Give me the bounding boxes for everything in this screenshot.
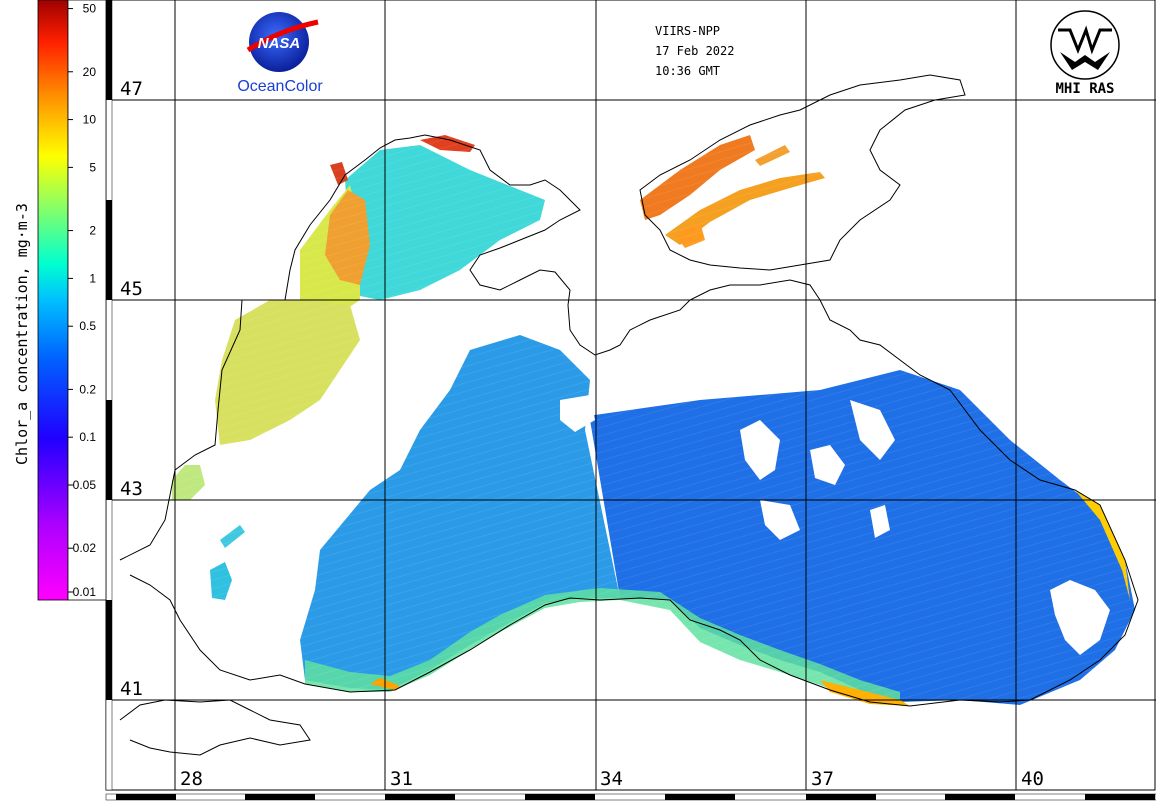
nasa-logo-text: NASA bbox=[258, 35, 301, 52]
colorbar-tick-label: 0.02 bbox=[73, 541, 97, 555]
mhi-ras-text: MHI RAS bbox=[1055, 81, 1114, 97]
colorbar-tick-label: 0.05 bbox=[73, 478, 97, 492]
bottom-ruler bbox=[105, 793, 1156, 801]
lat-label-47: 47 bbox=[120, 78, 143, 100]
colorbar-tick-label: 0.5 bbox=[79, 319, 96, 333]
time-label: 10:36 GMT bbox=[655, 64, 720, 78]
colorbar-tick-label: 2 bbox=[89, 224, 96, 238]
lon-label-31: 31 bbox=[390, 768, 413, 790]
lon-label-37: 37 bbox=[811, 768, 834, 790]
colorbar-gradient bbox=[37, 0, 69, 601]
lon-label-40: 40 bbox=[1021, 768, 1044, 790]
colorbar-tick-label: 0.1 bbox=[79, 430, 96, 444]
graticule bbox=[106, 0, 1156, 790]
swath-stripes bbox=[160, 130, 1150, 710]
coastline-marmara bbox=[119, 699, 311, 756]
colorbar-tick-label: 0.2 bbox=[79, 382, 96, 396]
date-label: 17 Feb 2022 bbox=[655, 44, 734, 58]
colorbar-tick-panel bbox=[67, 0, 107, 601]
nasa-logo: NASA OceanColor bbox=[237, 12, 323, 95]
lat-labels: 47 45 43 41 bbox=[120, 78, 143, 700]
lon-label-28: 28 bbox=[180, 768, 203, 790]
left-ruler bbox=[105, 0, 113, 791]
lon-label-34: 34 bbox=[600, 768, 623, 790]
lat-label-41: 41 bbox=[120, 678, 143, 700]
colorbar-tick-label: 50 bbox=[83, 2, 97, 16]
oceancolor-text: OceanColor bbox=[237, 78, 323, 95]
colorbar: 50 20 10 5 2 1 0.5 0.2 0.1 0.05 0.02 0.01 Chlor_a c… bbox=[13, 0, 107, 601]
colorbar-tick-label: 5 bbox=[89, 160, 96, 174]
colorbar-tick-label: 20 bbox=[83, 65, 97, 79]
lon-labels: 28 31 34 37 40 bbox=[180, 768, 1044, 790]
colorbar-title: Chlor_a concentration, mg·m-3 bbox=[13, 203, 31, 465]
colorbar-tick-label: 1 bbox=[89, 271, 96, 285]
colorbar-tick-label: 10 bbox=[83, 113, 97, 127]
coastline-azov bbox=[639, 74, 966, 271]
sensor-label: VIIRS-NPP bbox=[655, 24, 720, 38]
colorbar-ticks: 50 20 10 5 2 1 0.5 0.2 0.1 0.05 0.02 0.01 bbox=[68, 2, 96, 599]
lat-label-43: 43 bbox=[120, 478, 143, 500]
lat-label-45: 45 bbox=[120, 278, 143, 300]
mhi-ras-logo: MHI RAS bbox=[1050, 10, 1120, 97]
colorbar-tick-label: 0.01 bbox=[73, 585, 97, 599]
